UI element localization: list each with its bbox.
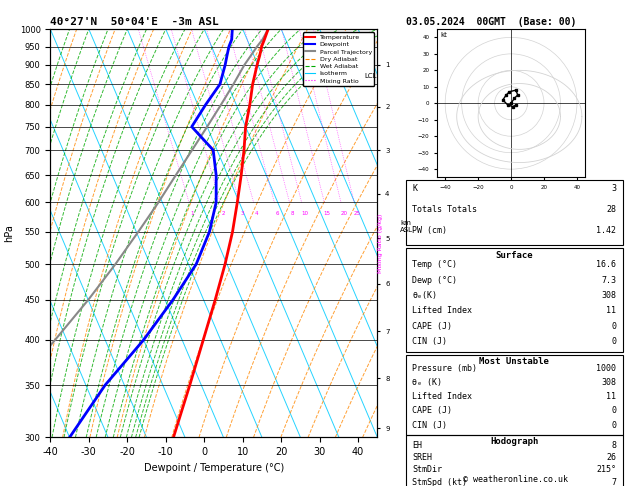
Text: Surface: Surface	[496, 251, 533, 260]
Text: 215°: 215°	[596, 466, 616, 474]
Text: LCL: LCL	[364, 73, 376, 79]
Text: Dewp (°C): Dewp (°C)	[412, 276, 457, 285]
Text: StmSpd (kt): StmSpd (kt)	[412, 478, 467, 486]
Y-axis label: hPa: hPa	[4, 225, 14, 242]
Text: 25: 25	[353, 211, 360, 216]
Text: 11: 11	[606, 392, 616, 401]
Legend: Temperature, Dewpoint, Parcel Trajectory, Dry Adiabat, Wet Adiabat, Isotherm, Mi: Temperature, Dewpoint, Parcel Trajectory…	[303, 32, 374, 86]
Text: 40°27'N  50°04'E  -3m ASL: 40°27'N 50°04'E -3m ASL	[50, 17, 219, 27]
Text: 11: 11	[606, 307, 616, 315]
Text: Lifted Index: Lifted Index	[412, 307, 472, 315]
Text: Pressure (mb): Pressure (mb)	[412, 364, 477, 373]
Text: Hodograph: Hodograph	[490, 436, 538, 446]
Text: CIN (J): CIN (J)	[412, 337, 447, 346]
Text: EH: EH	[412, 441, 422, 450]
Text: kt: kt	[440, 33, 447, 38]
Text: θₑ (K): θₑ (K)	[412, 378, 442, 387]
Text: 16.6: 16.6	[596, 260, 616, 270]
Text: © weatheronline.co.uk: © weatheronline.co.uk	[464, 474, 568, 484]
Text: 3: 3	[241, 211, 245, 216]
Text: 308: 308	[601, 291, 616, 300]
Text: 8: 8	[291, 211, 294, 216]
Text: CIN (J): CIN (J)	[412, 420, 447, 430]
Text: CAPE (J): CAPE (J)	[412, 406, 452, 416]
Text: 7: 7	[611, 478, 616, 486]
Text: 03.05.2024  00GMT  (Base: 00): 03.05.2024 00GMT (Base: 00)	[406, 17, 576, 27]
Text: 3: 3	[611, 184, 616, 192]
Text: 1000: 1000	[596, 364, 616, 373]
Text: 28: 28	[606, 205, 616, 214]
Text: θₑ(K): θₑ(K)	[412, 291, 437, 300]
Text: 1: 1	[191, 211, 194, 216]
Text: Mixing Ratio (g/kg): Mixing Ratio (g/kg)	[378, 213, 383, 273]
Text: 26: 26	[606, 453, 616, 462]
Text: PW (cm): PW (cm)	[412, 226, 447, 235]
Text: Totals Totals: Totals Totals	[412, 205, 477, 214]
Text: SREH: SREH	[412, 453, 432, 462]
Text: 10: 10	[301, 211, 308, 216]
Y-axis label: km
ASL: km ASL	[399, 220, 413, 233]
Text: K: K	[412, 184, 417, 192]
Text: Lifted Index: Lifted Index	[412, 392, 472, 401]
Text: 4: 4	[255, 211, 259, 216]
X-axis label: Dewpoint / Temperature (°C): Dewpoint / Temperature (°C)	[144, 463, 284, 473]
Text: 2: 2	[221, 211, 225, 216]
Text: 8: 8	[611, 441, 616, 450]
Text: CAPE (J): CAPE (J)	[412, 322, 452, 331]
Text: 7.3: 7.3	[601, 276, 616, 285]
Text: 6: 6	[276, 211, 279, 216]
Text: 0: 0	[611, 406, 616, 416]
Text: Temp (°C): Temp (°C)	[412, 260, 457, 270]
Text: 0: 0	[611, 337, 616, 346]
Text: 15: 15	[324, 211, 331, 216]
Text: Most Unstable: Most Unstable	[479, 357, 549, 366]
Text: 0: 0	[611, 420, 616, 430]
Text: 20: 20	[340, 211, 347, 216]
Text: StmDir: StmDir	[412, 466, 442, 474]
Text: 1.42: 1.42	[596, 226, 616, 235]
Text: 308: 308	[601, 378, 616, 387]
Text: 0: 0	[611, 322, 616, 331]
